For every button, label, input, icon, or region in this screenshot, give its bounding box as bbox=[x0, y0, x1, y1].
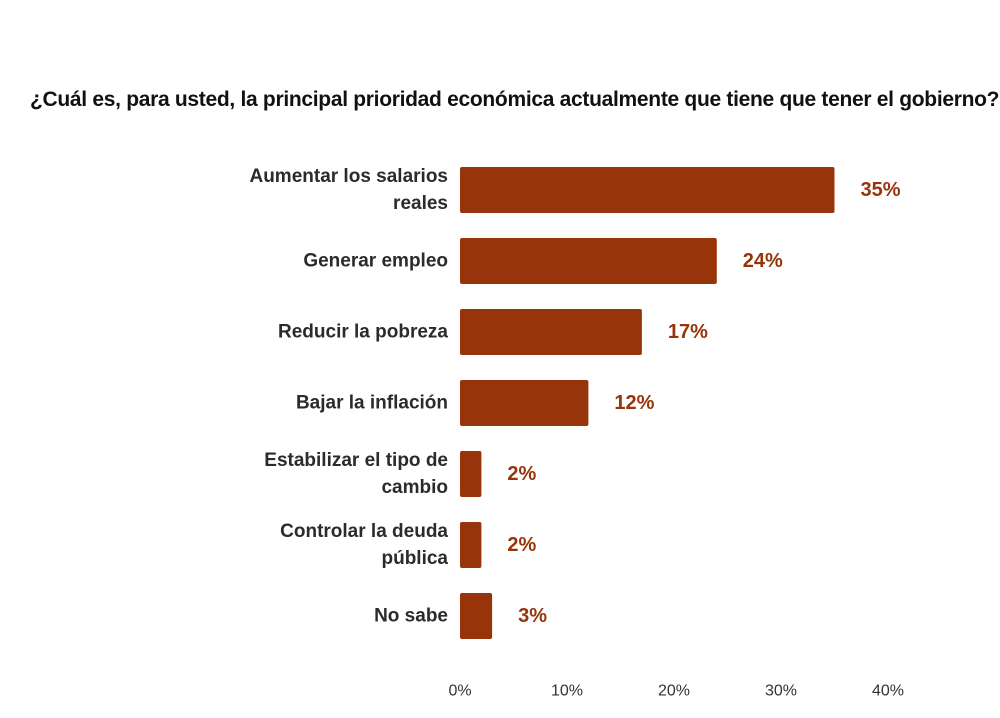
category-labels-group: Aumentar los salarios reales Generar emple… bbox=[249, 166, 448, 627]
value-label-bajar-la-inflacion: 12% bbox=[614, 392, 654, 414]
bar-reducir-la-pobreza bbox=[460, 309, 642, 355]
x-axis-ticks-group: 0% 10% 20% 30% 40% bbox=[448, 683, 904, 700]
value-label-reducir-la-pobreza: 17% bbox=[668, 321, 708, 343]
category-label-aumentar-los-salarios-reales: Aumentar los salarios reales bbox=[249, 166, 448, 214]
value-label-generar-empleo: 24% bbox=[743, 250, 783, 272]
category-label-estabilizar-el-tipo-de-cambio: Estabilizar el tipo de cambio bbox=[264, 450, 448, 498]
x-tick-label-40: 40% bbox=[872, 683, 904, 700]
value-label-aumentar-los-salarios-reales: 35% bbox=[861, 179, 901, 201]
x-tick-label-0: 0% bbox=[448, 683, 471, 700]
value-labels-group: 35% 24% 17% 12% 2% 2% 3% bbox=[507, 179, 900, 627]
x-tick-label-30: 30% bbox=[765, 683, 797, 700]
bar-generar-empleo bbox=[460, 238, 717, 284]
category-label-generar-empleo: Generar empleo bbox=[303, 251, 448, 272]
value-label-controlar-la-deuda-publica: 2% bbox=[507, 534, 536, 556]
x-tick-label-10: 10% bbox=[551, 683, 583, 700]
bar-no-sabe bbox=[460, 593, 493, 639]
category-label-reducir-la-pobreza: Reducir la pobreza bbox=[278, 322, 448, 343]
value-label-no-sabe: 3% bbox=[518, 605, 547, 627]
category-label-no-sabe: No sabe bbox=[374, 606, 448, 627]
value-label-estabilizar-el-tipo-de-cambio: 2% bbox=[507, 463, 536, 485]
bar-estabilizar-el-tipo-de-cambio bbox=[460, 451, 482, 497]
bars-group bbox=[460, 167, 835, 639]
category-label-bajar-la-inflacion: Bajar la inflación bbox=[296, 393, 448, 414]
chart-title: ¿Cuál es, para usted, la principal prior… bbox=[30, 88, 1000, 111]
bar-controlar-la-deuda-publica bbox=[460, 522, 482, 568]
x-tick-label-20: 20% bbox=[658, 683, 690, 700]
bar-bajar-la-inflacion bbox=[460, 380, 589, 426]
bar-aumentar-los-salarios-reales bbox=[460, 167, 835, 213]
category-label-controlar-la-deuda-publica: Controlar la deuda pública bbox=[280, 521, 448, 569]
